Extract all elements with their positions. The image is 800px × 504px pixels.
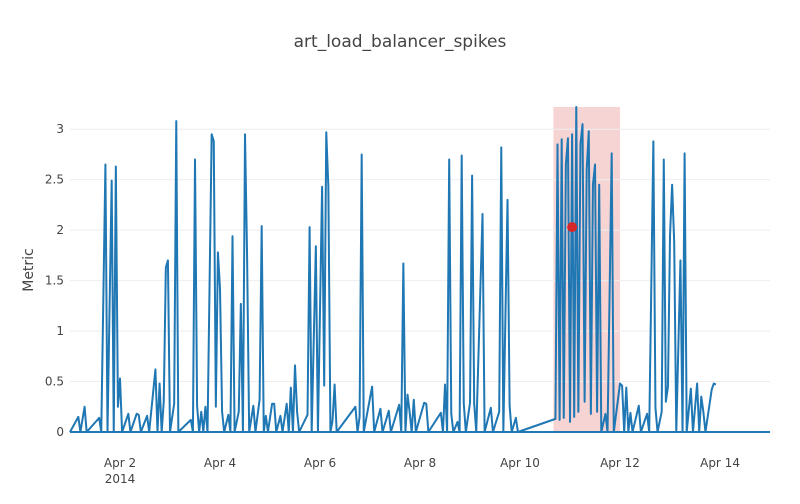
- x-tick-label: Apr 8: [404, 456, 436, 470]
- chart-title: art_load_balancer_spikes: [294, 32, 507, 52]
- y-tick-label: 1: [56, 324, 64, 338]
- x-tick-label: Apr 14: [700, 456, 740, 470]
- x-tick-label: Apr 6: [304, 456, 336, 470]
- y-tick-label: 0.5: [45, 375, 64, 389]
- x-tick-label: Apr 4: [204, 456, 236, 470]
- y-tick-label: 0: [56, 425, 64, 439]
- y-tick-label: 2: [56, 223, 64, 237]
- y-tick-label: 3: [56, 122, 64, 136]
- plot-area: 0 0.5 1 1.5 2 2.5 3 Apr 2 2014 Apr 4 Apr 6 Apr 8 Apr…: [45, 106, 770, 486]
- y-tick-label: 1.5: [45, 274, 64, 288]
- y-axis-label: Metric: [21, 248, 37, 292]
- y-tick-label: 2.5: [45, 173, 64, 187]
- x-tick-label: Apr 10: [500, 456, 540, 470]
- x-tick-year-label: 2014: [105, 472, 136, 486]
- anomaly-point-marker: [567, 222, 578, 233]
- x-tick-label: Apr 12: [600, 456, 640, 470]
- x-tick-label: Apr 2: [104, 456, 136, 470]
